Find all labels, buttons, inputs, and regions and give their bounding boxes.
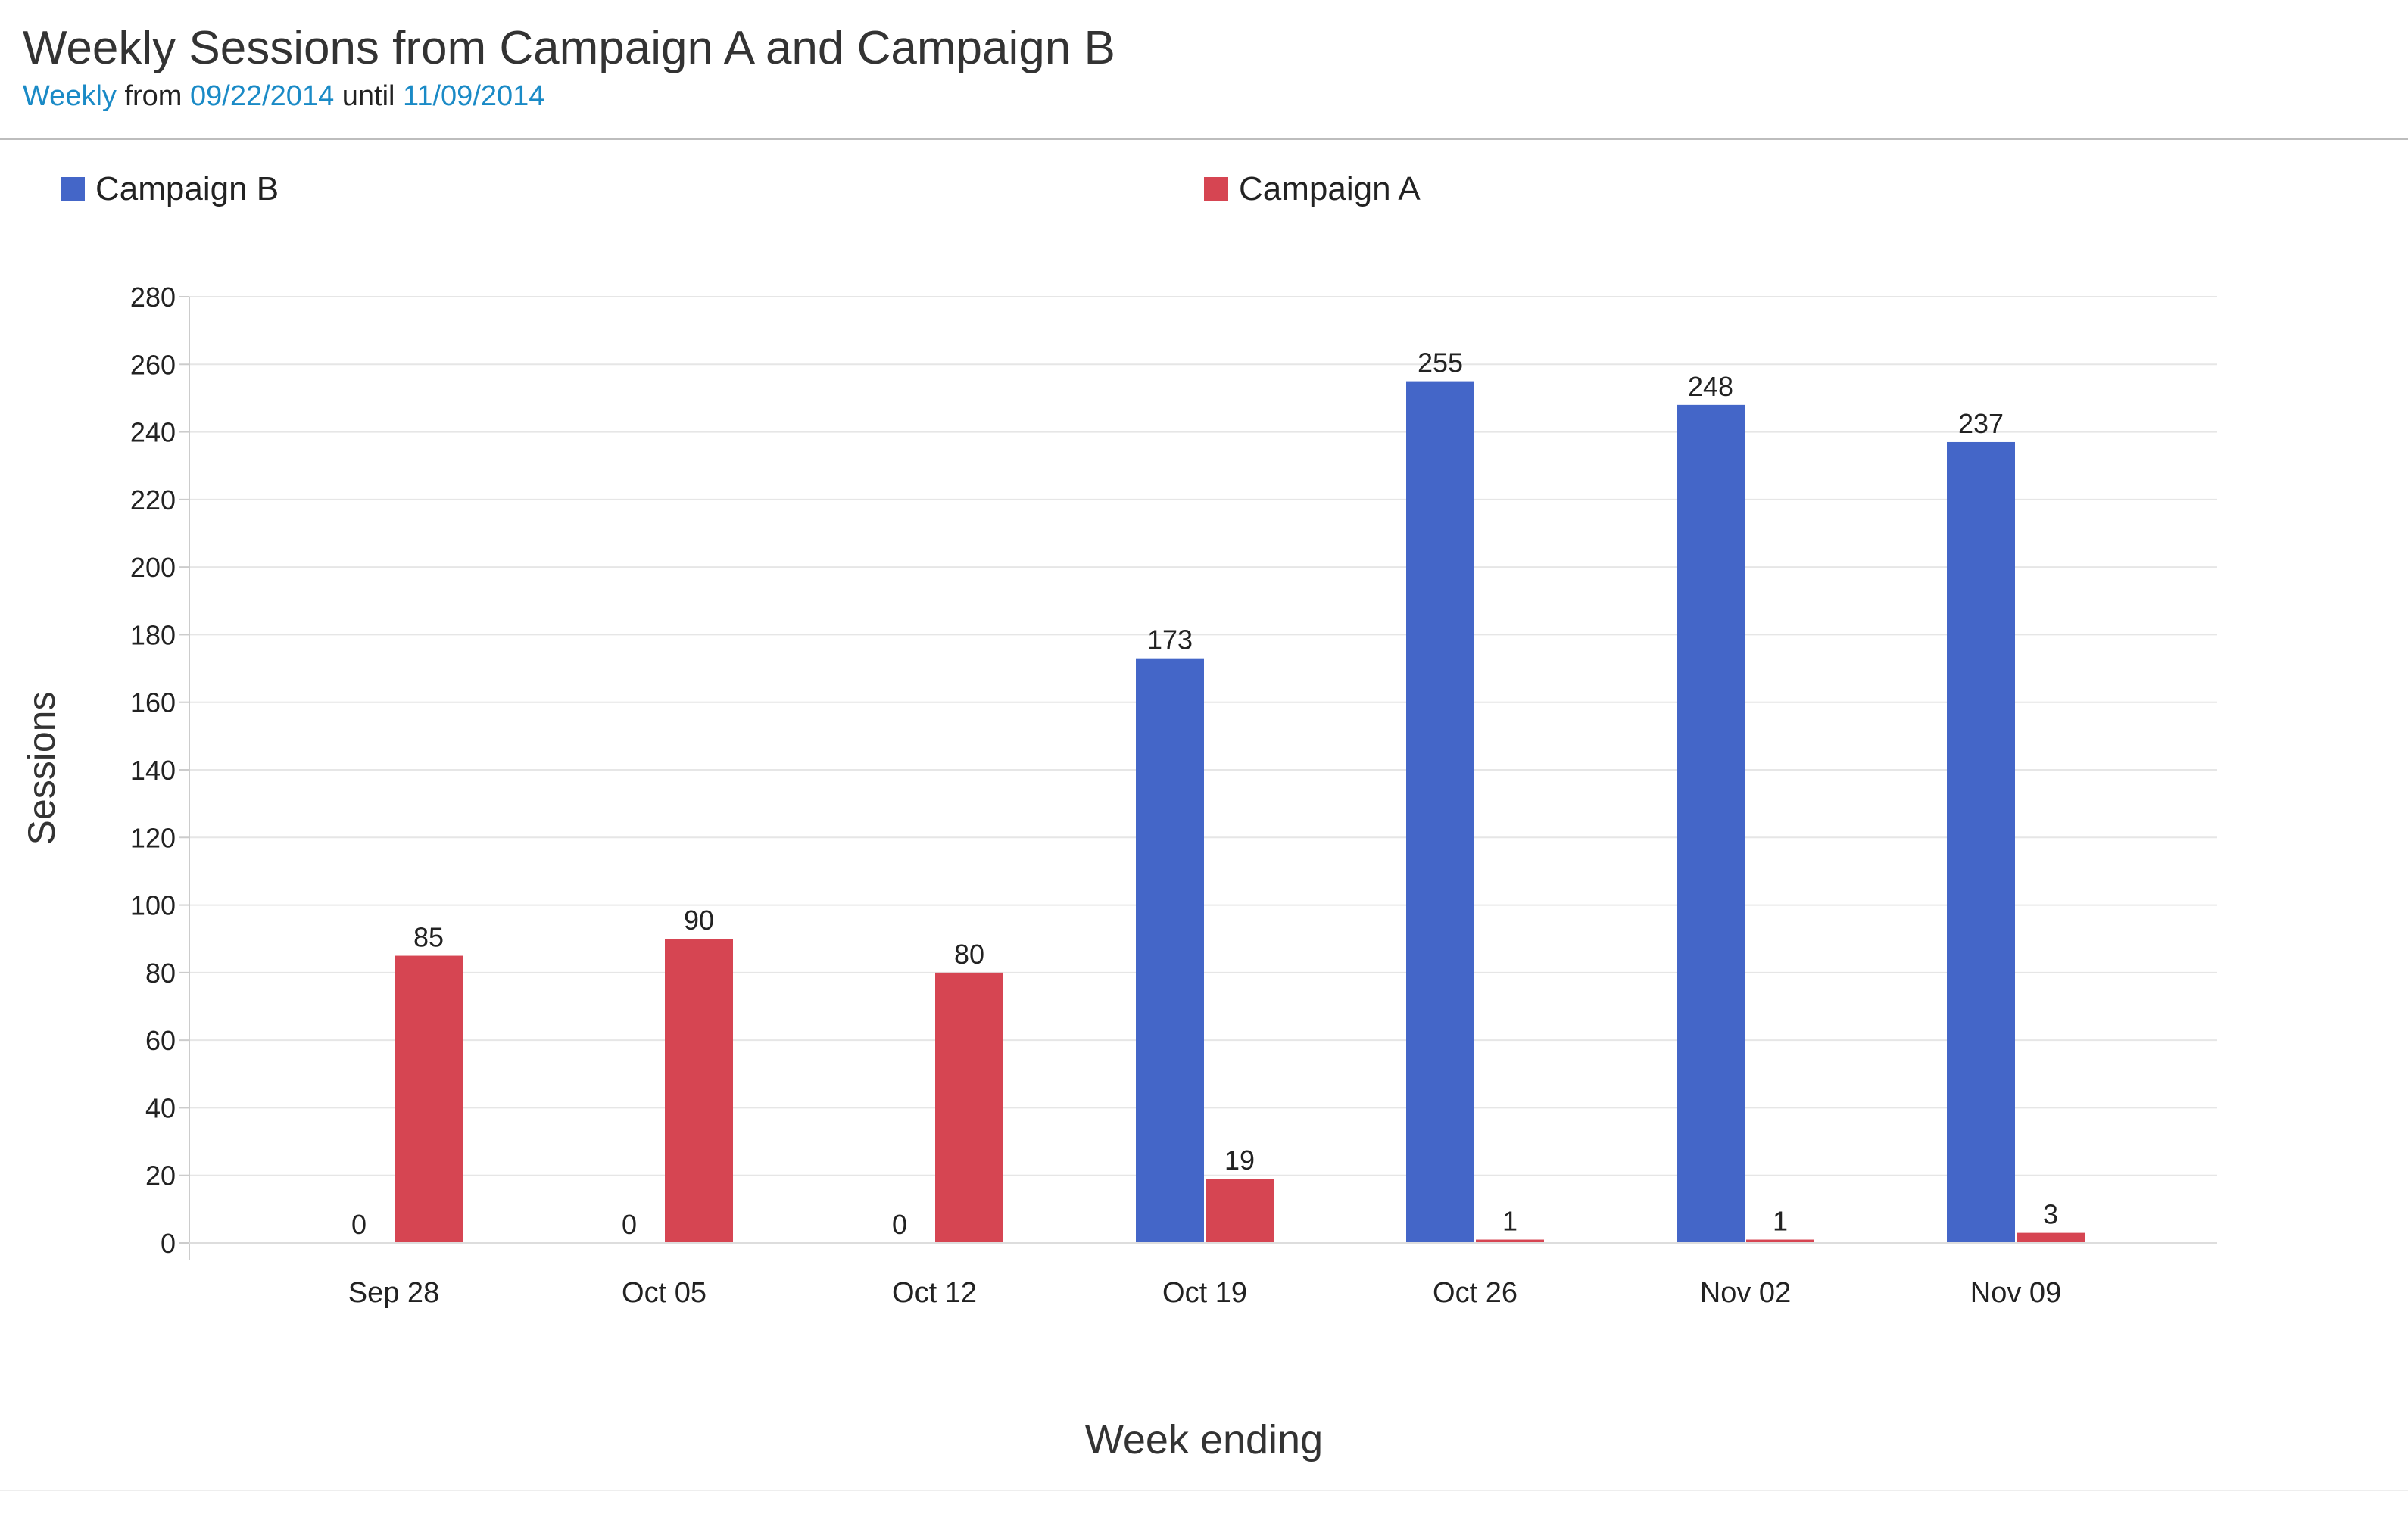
- x-tick-label: Oct 26: [1433, 1277, 1517, 1309]
- x-tick-label: Nov 02: [1700, 1277, 1791, 1309]
- y-tick-label: 140: [130, 755, 176, 786]
- y-tick-label: 260: [130, 349, 176, 380]
- x-axis-ticks: Sep 28 Oct 05 Oct 12 Oct 19 Oct 26 Nov 02 Nov …: [348, 1277, 2061, 1309]
- data-label: 0: [351, 1209, 367, 1240]
- data-label: 0: [892, 1209, 907, 1240]
- x-tick-label: Oct 12: [892, 1277, 977, 1309]
- start-date-link[interactable]: 09/22/2014: [190, 80, 335, 112]
- until-label: until: [342, 80, 395, 112]
- data-label: 237: [1958, 408, 2004, 439]
- data-label: 0: [622, 1209, 637, 1240]
- legend-label[interactable]: Campaign A: [1239, 170, 1421, 207]
- bar-campaign-a[interactable]: [935, 972, 1003, 1243]
- legend-swatch: [1204, 177, 1228, 201]
- y-tick-label: 120: [130, 822, 176, 853]
- end-date-link[interactable]: 11/09/2014: [403, 80, 545, 112]
- bar-campaign-a[interactable]: [1476, 1239, 1544, 1243]
- data-label: 1: [1773, 1206, 1788, 1237]
- bar-campaign-a[interactable]: [2017, 1232, 2085, 1243]
- data-label: 90: [684, 905, 714, 936]
- bar-campaign-a[interactable]: [1746, 1239, 1814, 1243]
- date-range-subtitle: Weekly from 09/22/2014 until 11/09/2014: [23, 80, 544, 113]
- data-labels: 0 85 0 90 0 80 173 19 255 1 248 1 237 3: [351, 347, 2058, 1240]
- bar-campaign-b[interactable]: [1406, 381, 1474, 1243]
- data-label: 1: [1502, 1206, 1517, 1237]
- y-tick-label: 180: [130, 619, 176, 650]
- data-label: 85: [413, 922, 444, 953]
- data-label: 248: [1688, 371, 1733, 402]
- data-label: 173: [1147, 625, 1193, 656]
- data-label: 3: [2043, 1199, 2058, 1230]
- bar-campaign-a[interactable]: [395, 955, 463, 1243]
- bar-campaign-b[interactable]: [1677, 404, 1745, 1243]
- x-tick-label: Oct 19: [1162, 1277, 1247, 1309]
- bars: [395, 381, 2085, 1243]
- y-tick-label: 40: [145, 1092, 176, 1123]
- y-tick-label: 60: [145, 1025, 176, 1056]
- x-axis-title: Week ending: [1085, 1417, 1323, 1462]
- bar-campaign-a[interactable]: [1206, 1179, 1274, 1243]
- x-tick-label: Sep 28: [348, 1277, 439, 1309]
- bar-campaign-a[interactable]: [665, 939, 733, 1243]
- data-label: 255: [1418, 347, 1463, 378]
- y-tick-label: 240: [130, 417, 176, 448]
- legend-label[interactable]: Campaign B: [95, 170, 279, 207]
- y-tick-label: 280: [130, 282, 176, 313]
- y-tick-label: 200: [130, 552, 176, 583]
- x-tick-label: Oct 05: [622, 1277, 706, 1309]
- bar-campaign-b[interactable]: [1136, 658, 1204, 1243]
- y-tick-label: 80: [145, 958, 176, 989]
- interval-link[interactable]: Weekly: [23, 80, 117, 112]
- bar-campaign-b[interactable]: [1947, 441, 2015, 1243]
- y-axis-title: Sessions: [20, 692, 63, 846]
- header-divider: [0, 138, 2408, 140]
- data-label: 80: [954, 939, 984, 970]
- from-label: from: [124, 80, 182, 112]
- y-tick-label: 100: [130, 890, 176, 921]
- y-tick-label: 160: [130, 687, 176, 718]
- y-axis-ticks: 0 20 40 60 80 100 120 140 160 180 200 220 240 260 280: [130, 282, 189, 1259]
- y-tick-label: 0: [161, 1228, 176, 1259]
- data-label: 19: [1224, 1145, 1255, 1176]
- page-title: Weekly Sessions from Campaign A and Camp…: [23, 22, 1115, 74]
- legend: Campaign B Campaign A: [61, 170, 1421, 207]
- y-tick-label: 20: [145, 1160, 176, 1191]
- x-tick-label: Nov 09: [1970, 1277, 2061, 1309]
- footer-divider: [0, 1490, 2408, 1491]
- y-tick-label: 220: [130, 484, 176, 516]
- legend-swatch: [61, 177, 85, 201]
